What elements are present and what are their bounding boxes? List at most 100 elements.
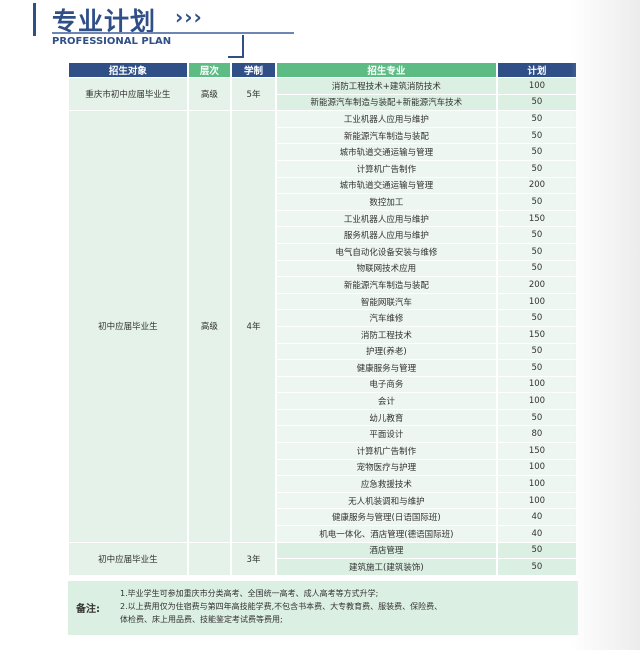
edge-shadow bbox=[570, 0, 640, 650]
cell-plan: 150 bbox=[497, 443, 576, 459]
cell-major: 汽车维修 bbox=[276, 310, 496, 326]
cell-plan: 100 bbox=[497, 459, 576, 476]
cell-major: 物联网技术应用 bbox=[276, 260, 496, 277]
column-header: 计划 bbox=[497, 63, 576, 77]
cell-major: 电气自动化设备安装与维修 bbox=[276, 243, 496, 260]
table-row: 无人机装调和与维护 100 bbox=[69, 492, 576, 509]
cell-plan: 40 bbox=[497, 509, 576, 526]
cell-level: 高级 bbox=[188, 78, 231, 111]
corner-decoration bbox=[228, 35, 244, 58]
cell-target: 重庆市初中应届毕业生 bbox=[69, 78, 187, 111]
cell-years: 5年 bbox=[232, 78, 275, 111]
cell-plan: 100 bbox=[497, 376, 576, 393]
cell-plan: 100 bbox=[497, 476, 576, 492]
cell-major: 数控加工 bbox=[276, 194, 496, 210]
cell-plan: 50 bbox=[497, 160, 576, 177]
cell-plan: 50 bbox=[497, 194, 576, 210]
table-row: 幼儿教育 50 bbox=[69, 409, 576, 426]
table-row: 新能源汽车制造与装配+新能源汽车技术 50 bbox=[69, 94, 576, 111]
cell-major: 消防工程技术 bbox=[276, 326, 496, 343]
cell-major: 新能源汽车制造与装配 bbox=[276, 277, 496, 293]
table-row: 护理(养老) 50 bbox=[69, 343, 576, 360]
cell-plan: 80 bbox=[497, 426, 576, 443]
page-title: 专业计划 bbox=[52, 7, 157, 36]
cell-major: 幼儿教育 bbox=[276, 409, 496, 426]
table-row: 重庆市初中应届毕业生 高级 5年 消防工程技术+建筑消防技术 100 bbox=[69, 78, 576, 111]
table-row: 物联网技术应用 50 bbox=[69, 260, 576, 277]
cell-major: 新能源汽车制造与装配+新能源汽车技术 bbox=[276, 94, 496, 111]
table-row: 健康服务与管理(日语国际班) 40 bbox=[69, 509, 576, 526]
title-accent-bar bbox=[33, 3, 36, 36]
cell-plan: 100 bbox=[497, 492, 576, 509]
table-row: 初中应届毕业生 3年 酒店管理 50 bbox=[69, 542, 576, 575]
cell-plan: 50 bbox=[497, 360, 576, 376]
table-row: 电气自动化设备安装与维修 50 bbox=[69, 243, 576, 260]
page-subtitle: PROFESSIONAL PLAN bbox=[52, 36, 172, 47]
column-header: 学制 bbox=[232, 63, 275, 77]
table-row: 消防工程技术 150 bbox=[69, 326, 576, 343]
cell-major: 电子商务 bbox=[276, 376, 496, 393]
cell-plan: 50 bbox=[497, 243, 576, 260]
cell-major: 建筑施工(建筑装饰) bbox=[276, 559, 496, 575]
cell-plan: 50 bbox=[497, 94, 576, 111]
table-row: 平面设计 80 bbox=[69, 426, 576, 443]
column-header: 层次 bbox=[188, 63, 231, 77]
cell-plan: 50 bbox=[497, 409, 576, 426]
cell-major: 宠物医疗与护理 bbox=[276, 459, 496, 476]
cell-plan: 50 bbox=[497, 310, 576, 326]
cell-plan: 50 bbox=[497, 111, 576, 127]
cell-major: 消防工程技术+建筑消防技术 bbox=[276, 78, 496, 94]
cell-years: 4年 bbox=[232, 111, 275, 542]
note-line: 体检费、床上用品费、技能鉴定考试费等费用; bbox=[120, 615, 283, 624]
cell-major: 工业机器人应用与维护 bbox=[276, 111, 496, 127]
cell-major: 应急救援技术 bbox=[276, 476, 496, 492]
table-row: 建筑施工(建筑装饰) 50 bbox=[69, 559, 576, 575]
cell-major: 机电一体化、酒店管理(德语国际班) bbox=[276, 526, 496, 542]
table-row: 新能源汽车制造与装配 200 bbox=[69, 277, 576, 293]
table-row: 服务机器人应用与维护 50 bbox=[69, 227, 576, 243]
cell-major: 智能网联汽车 bbox=[276, 293, 496, 310]
cell-plan: 50 bbox=[497, 127, 576, 144]
cell-target: 初中应届毕业生 bbox=[69, 111, 187, 542]
cell-level bbox=[188, 542, 231, 575]
table-row: 数控加工 50 bbox=[69, 194, 576, 210]
cell-plan: 50 bbox=[497, 343, 576, 360]
table-row: 健康服务与管理 50 bbox=[69, 360, 576, 376]
table-row: 机电一体化、酒店管理(德语国际班) 40 bbox=[69, 526, 576, 542]
title-divider bbox=[52, 32, 294, 34]
cell-plan: 200 bbox=[497, 277, 576, 293]
table-row: 会计 100 bbox=[69, 393, 576, 409]
note-line: 1.毕业学生可参加重庆市分类高考、全国统一高考、成人高考等方式升学; bbox=[120, 589, 379, 598]
table-row: 汽车维修 50 bbox=[69, 310, 576, 326]
column-header: 招生专业 bbox=[276, 63, 496, 77]
cell-plan: 50 bbox=[497, 144, 576, 160]
cell-major: 计算机广告制作 bbox=[276, 160, 496, 177]
table-row: 计算机广告制作 150 bbox=[69, 443, 576, 459]
cell-major: 无人机装调和与维护 bbox=[276, 492, 496, 509]
cell-major: 健康服务与管理 bbox=[276, 360, 496, 376]
cell-plan: 100 bbox=[497, 293, 576, 310]
plan-table: 招生对象 层次 学制 招生专业 计划 重庆市初中应届毕业生 高级 5年 消防工程技术+建筑消防… bbox=[67, 62, 578, 576]
table-row: 初中应届毕业生 高级 4年 工业机器人应用与维护 50 bbox=[69, 111, 576, 542]
cell-major: 平面设计 bbox=[276, 426, 496, 443]
chevrons-icon: ››› bbox=[175, 5, 203, 29]
table-row: 宠物医疗与护理 100 bbox=[69, 459, 576, 476]
notes-label: 备注: bbox=[76, 604, 100, 615]
cell-major: 会计 bbox=[276, 393, 496, 409]
table-row: 电子商务 100 bbox=[69, 376, 576, 393]
cell-plan: 50 bbox=[497, 227, 576, 243]
cell-plan: 50 bbox=[497, 559, 576, 575]
cell-plan: 200 bbox=[497, 177, 576, 194]
cell-plan: 50 bbox=[497, 260, 576, 277]
table-row: 城市轨道交通运输与管理 200 bbox=[69, 177, 576, 194]
notes-box: 备注: 1.毕业学生可参加重庆市分类高考、全国统一高考、成人高考等方式升学; 2.… bbox=[68, 581, 578, 635]
cell-target: 初中应届毕业生 bbox=[69, 542, 187, 575]
table-row: 新能源汽车制造与装配 50 bbox=[69, 127, 576, 144]
cell-plan: 100 bbox=[497, 78, 576, 94]
cell-major: 工业机器人应用与维护 bbox=[276, 210, 496, 227]
cell-plan: 50 bbox=[497, 542, 576, 559]
table-row: 工业机器人应用与维护 150 bbox=[69, 210, 576, 227]
table-row: 应急救援技术 100 bbox=[69, 476, 576, 492]
cell-plan: 150 bbox=[497, 326, 576, 343]
cell-years: 3年 bbox=[232, 542, 275, 575]
